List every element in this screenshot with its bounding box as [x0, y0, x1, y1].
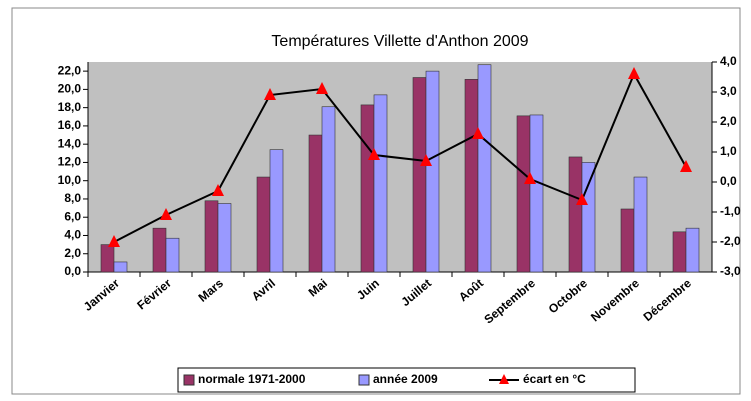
y-tick-label: 12,0	[58, 155, 82, 169]
legend-label: année 2009	[373, 372, 438, 386]
bar	[217, 203, 232, 273]
legend-box	[177, 367, 636, 393]
bar	[581, 162, 596, 273]
bar	[256, 176, 271, 273]
y2-tick-label: -3,0	[720, 264, 741, 278]
chart-title: Températures Villette d'Anthon 2009	[271, 33, 528, 50]
bar	[204, 200, 219, 273]
y-tick-label: 0,0	[64, 264, 81, 278]
y-tick-label: 2,0	[64, 246, 81, 260]
bar	[685, 227, 700, 273]
marker	[524, 172, 536, 184]
line	[113, 71, 687, 243]
legend-label: normale 1971-2000	[198, 372, 306, 386]
y2-tick-label: -1,0	[720, 204, 741, 218]
marker	[368, 148, 380, 160]
y2-tick-label: 0,0	[720, 174, 737, 188]
y-tick-label: 22,0	[58, 63, 82, 77]
bar	[113, 261, 128, 273]
legend-label: écart en °C	[523, 372, 586, 386]
bar	[165, 237, 180, 273]
plot-area	[88, 62, 712, 272]
marker	[420, 154, 432, 166]
bar	[321, 106, 336, 273]
marker	[108, 235, 120, 247]
y-tick-label: 10,0	[58, 173, 82, 187]
marker	[316, 82, 328, 94]
y-tick-label: 8,0	[64, 191, 81, 205]
bar	[152, 227, 167, 273]
legend-marker	[499, 374, 509, 384]
bar	[100, 244, 115, 273]
y2-tick-label: -2,0	[720, 234, 741, 248]
legend-swatch	[358, 374, 370, 386]
y-tick-label: 14,0	[58, 136, 82, 150]
bar	[373, 94, 388, 273]
y-tick-label: 18,0	[58, 100, 82, 114]
bar	[633, 176, 648, 273]
bar	[308, 134, 323, 273]
marker	[576, 193, 588, 205]
marker	[264, 88, 276, 100]
bar	[516, 115, 531, 273]
marker	[680, 160, 692, 172]
bar	[672, 231, 687, 273]
y2-tick-label: 2,0	[720, 114, 737, 128]
marker	[212, 184, 224, 196]
bar	[529, 114, 544, 273]
legend-swatch	[183, 374, 195, 386]
bar	[464, 79, 479, 273]
marker	[160, 208, 172, 220]
y-tick-label: 4,0	[64, 228, 81, 242]
y2-tick-label: 3,0	[720, 84, 737, 98]
bar	[269, 149, 284, 273]
y-tick-label: 20,0	[58, 82, 82, 96]
bar	[412, 77, 427, 273]
bar	[477, 64, 492, 273]
marker	[472, 127, 484, 139]
bar	[425, 70, 440, 273]
bar	[360, 104, 375, 273]
y-tick-label: 6,0	[64, 209, 81, 223]
bar	[568, 156, 583, 273]
y-tick-label: 16,0	[58, 118, 82, 132]
bar	[620, 208, 635, 273]
y2-tick-label: 4,0	[720, 54, 737, 68]
y2-tick-label: 1,0	[720, 144, 737, 158]
legend: normale 1971-2000 année 2009 écart en °C	[177, 367, 636, 393]
marker	[628, 67, 640, 79]
